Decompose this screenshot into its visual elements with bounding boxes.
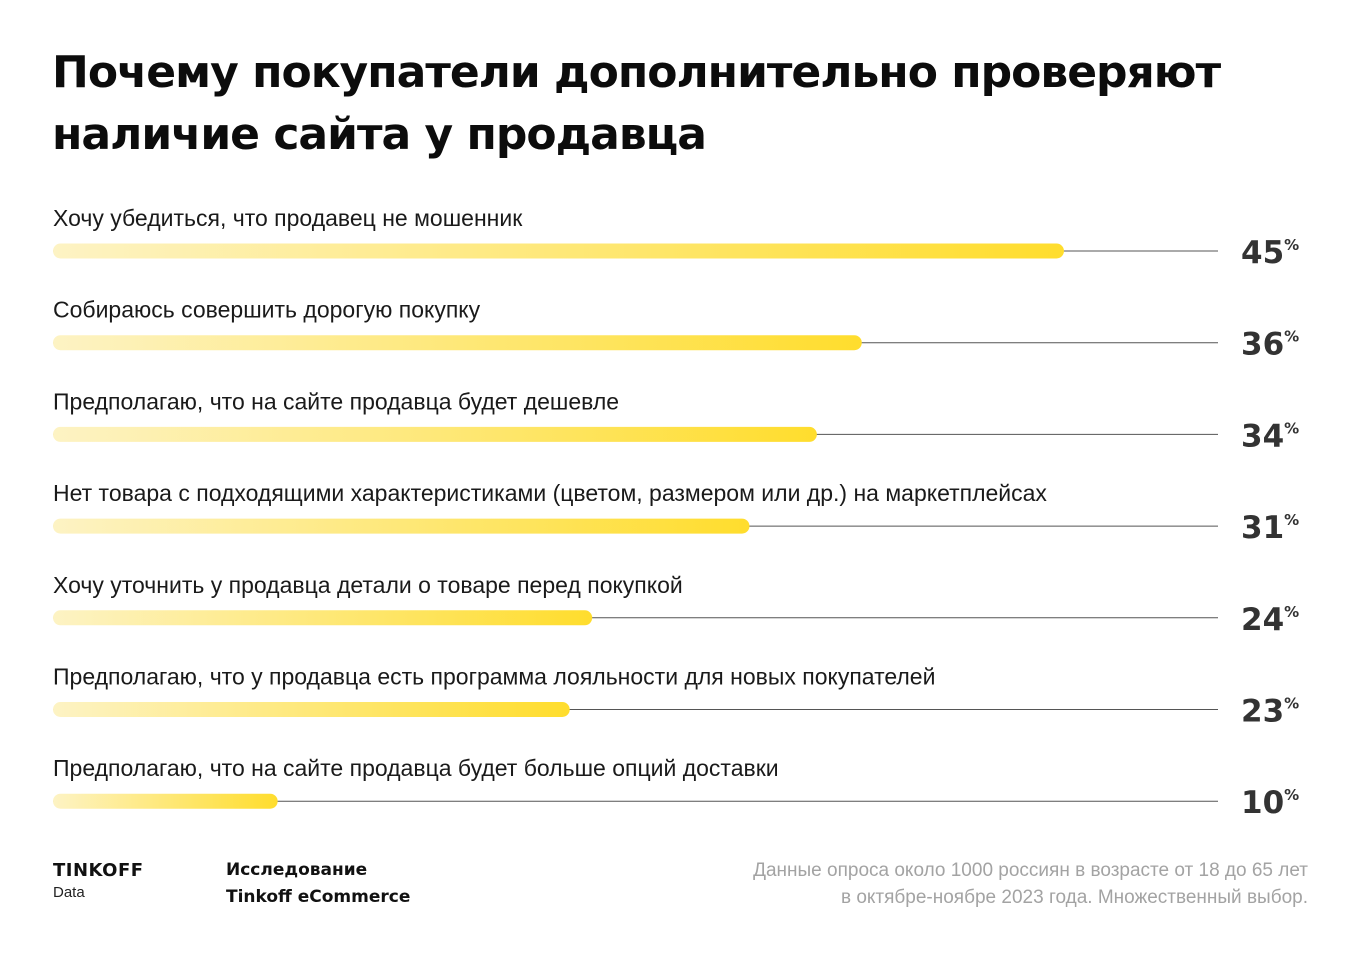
category-label: Нет товара с подходящими характеристикам… bbox=[53, 480, 1047, 506]
chart-row: Нет товара с подходящими характеристикам… bbox=[53, 480, 1299, 546]
value-number: 23 bbox=[1241, 694, 1284, 730]
chart-title: Почему покупатели дополнительно проверяю… bbox=[52, 42, 1252, 166]
chart-row: Собираюсь совершить дорогую покупку 36% bbox=[53, 297, 1299, 363]
chart-row: Хочу убедиться, что продавец не мошенник… bbox=[53, 205, 1299, 271]
percent-sign: % bbox=[1284, 419, 1299, 437]
value-label: 36% bbox=[1241, 327, 1299, 363]
bar bbox=[53, 426, 817, 442]
chart-title-line-2: наличие сайта у продавца bbox=[52, 109, 707, 160]
percent-sign: % bbox=[1284, 511, 1299, 529]
value-number: 31 bbox=[1241, 510, 1284, 546]
value-label: 23% bbox=[1241, 694, 1299, 730]
study-line-2: Tinkoff eCommerce bbox=[226, 887, 411, 907]
brand-subtitle: Data bbox=[53, 884, 85, 901]
bar bbox=[53, 518, 750, 534]
category-label: Предполагаю, что у продавца есть програм… bbox=[53, 664, 935, 690]
value-label: 45% bbox=[1241, 235, 1299, 271]
percent-sign: % bbox=[1284, 695, 1299, 713]
value-label: 24% bbox=[1241, 602, 1299, 638]
chart-row: Предполагаю, что на сайте продавца будет… bbox=[53, 388, 1299, 454]
percent-sign: % bbox=[1284, 603, 1299, 621]
percent-sign: % bbox=[1284, 236, 1299, 254]
percent-sign: % bbox=[1284, 786, 1299, 804]
chart-title-line-1: Почему покупатели дополнительно проверяю… bbox=[52, 47, 1221, 98]
survey-note-line-2: в октябре-ноябре 2023 года. Множественны… bbox=[840, 887, 1308, 908]
category-label: Предполагаю, что на сайте продавца будет… bbox=[53, 388, 619, 414]
chart-row: Предполагаю, что на сайте продавца будет… bbox=[53, 755, 1299, 821]
chart-row: Хочу уточнить у продавца детали о товаре… bbox=[53, 572, 1299, 638]
bar bbox=[53, 793, 278, 809]
value-label: 31% bbox=[1241, 510, 1299, 546]
tinkoff-data-logo: TINKOFF Data bbox=[53, 860, 144, 904]
bar bbox=[53, 702, 570, 717]
bar bbox=[53, 610, 593, 626]
survey-note: Данные опроса около 1000 россиян в возра… bbox=[753, 857, 1308, 911]
category-label: Предполагаю, что на сайте продавца будет… bbox=[53, 755, 779, 781]
bar bbox=[53, 243, 1064, 259]
study-title: Исследование Tinkoff eCommerce bbox=[226, 857, 410, 911]
percent-sign: % bbox=[1284, 328, 1299, 346]
survey-note-line-1: Данные опроса около 1000 россиян в возра… bbox=[753, 860, 1308, 881]
category-label: Собираюсь совершить дорогую покупку bbox=[53, 297, 481, 323]
value-number: 45 bbox=[1241, 235, 1284, 271]
value-number: 10 bbox=[1241, 785, 1284, 821]
category-label: Хочу убедиться, что продавец не мошенник bbox=[53, 205, 523, 231]
chart-row: Предполагаю, что у продавца есть програм… bbox=[53, 664, 1299, 730]
bar bbox=[53, 335, 862, 351]
value-number: 34 bbox=[1241, 418, 1284, 454]
value-number: 36 bbox=[1241, 327, 1284, 363]
category-label: Хочу уточнить у продавца детали о товаре… bbox=[53, 572, 683, 598]
chart-rows: Хочу убедиться, что продавец не мошенник… bbox=[53, 205, 1299, 821]
brand-name: TINKOFF bbox=[53, 860, 144, 881]
value-label: 34% bbox=[1241, 418, 1299, 454]
value-label: 10% bbox=[1241, 785, 1299, 821]
study-line-1: Исследование bbox=[226, 860, 368, 880]
value-number: 24 bbox=[1241, 602, 1284, 638]
